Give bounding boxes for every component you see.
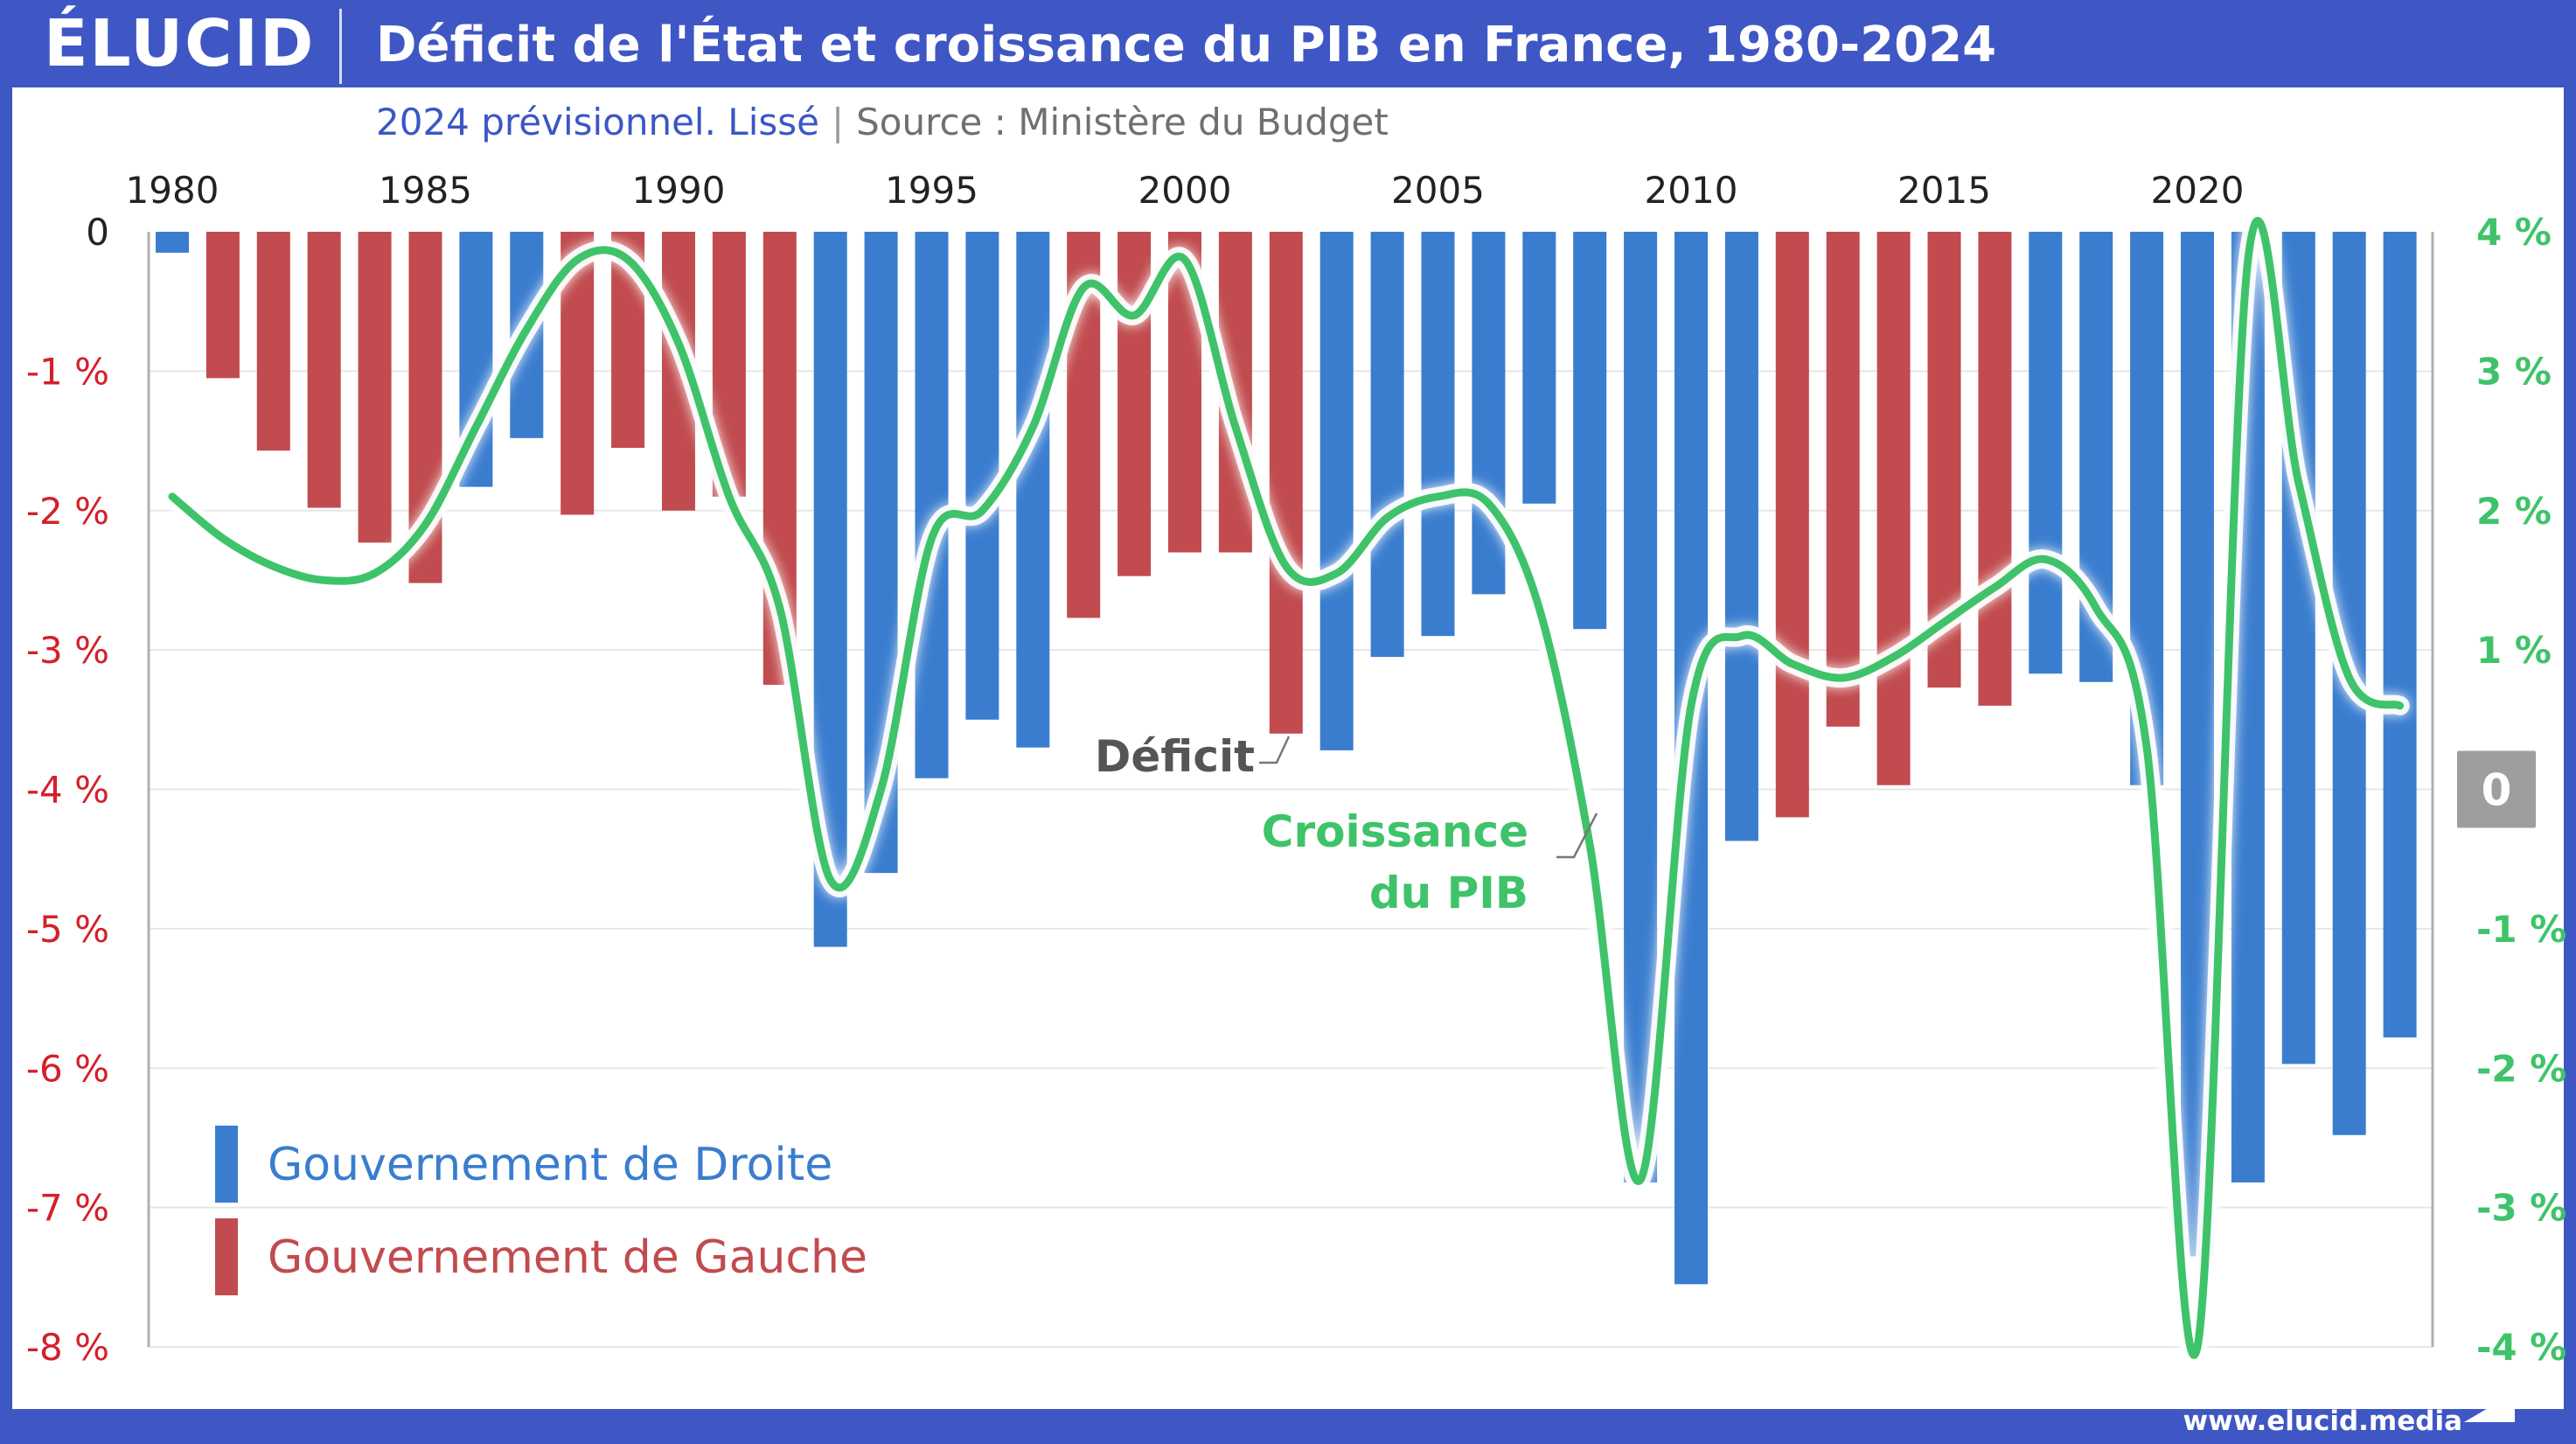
- deficit-bar: [1978, 232, 2012, 706]
- x-tick-label: 2005: [1391, 169, 1485, 212]
- x-tick-label: 2015: [1897, 169, 1991, 212]
- x-tick-label: 2010: [1645, 169, 1738, 212]
- y-left-tick-label: -6 %: [26, 1047, 109, 1090]
- footer-url[interactable]: www.elucid.media: [2183, 1406, 2462, 1437]
- legend-swatch-left-gov: [215, 1218, 238, 1295]
- x-axis-ticks: 1980 1985 1990 1995 2000 2005 2010 2015 2020: [126, 169, 2245, 212]
- y-axis-right-ticks: 4 % 3 % 2 % 1 % -1 % -2 % -3 % -4 %: [2476, 211, 2566, 1369]
- deficit-bar: [1016, 232, 1050, 748]
- growth-label-line1: Croissance: [1262, 806, 1528, 857]
- elucid-mark-icon: [2464, 1392, 2515, 1422]
- header-bar: ÉLUCID Déficit de l'État et croissance d…: [0, 0, 2576, 87]
- growth-label-leader: [1556, 813, 1598, 859]
- deficit-bar: [1522, 232, 1556, 504]
- y-left-tick-label: -3 %: [26, 629, 109, 672]
- deficit-label-leader: [1259, 736, 1291, 764]
- deficit-bar: [156, 232, 189, 253]
- subtitle-source: Source : Ministère du Budget: [856, 101, 1389, 143]
- chart-title: Déficit de l'État et croissance du PIB e…: [376, 17, 1997, 73]
- deficit-bar: [1117, 232, 1152, 576]
- y-right-tick-label: 2 %: [2476, 490, 2552, 533]
- deficit-bar: [965, 232, 999, 720]
- y-left-tick-label: -4 %: [26, 769, 109, 812]
- deficit-bar: [2383, 232, 2417, 1038]
- y-left-tick-label: -5 %: [26, 908, 109, 951]
- y-left-tick-label: -1 %: [26, 350, 109, 393]
- subtitle-separator: |: [831, 101, 845, 143]
- chart-subtitle: 2024 prévisionnel. Lissé | Source : Minist…: [376, 96, 1389, 149]
- y-right-tick-label: -2 %: [2476, 1047, 2566, 1090]
- deficit-bar: [205, 232, 240, 379]
- deficit-bar: [1826, 232, 1860, 727]
- deficit-bar: [915, 232, 949, 778]
- y-right-tick-label: 1 %: [2476, 629, 2552, 672]
- y-right-tick-label: -4 %: [2476, 1326, 2566, 1369]
- deficit-bar: [1472, 232, 1506, 595]
- legend-label-left-gov: Gouvernement de Gauche: [268, 1231, 867, 1284]
- x-tick-label: 1990: [632, 169, 726, 212]
- deficit-bar: [1573, 232, 1607, 630]
- deficit-label: Déficit: [1095, 731, 1255, 782]
- x-tick-label: 2020: [2151, 169, 2245, 212]
- y-right-tick-label: 4 %: [2476, 211, 2552, 254]
- bar-layer: [156, 232, 2417, 1285]
- deficit-bar: [1370, 232, 1404, 658]
- deficit-bar: [2029, 232, 2063, 674]
- deficit-bar: [1269, 232, 1303, 734]
- zero-badge: [2457, 750, 2536, 828]
- deficit-bar: [256, 232, 290, 451]
- x-tick-label: 1985: [379, 169, 472, 212]
- y-left-tick-label: 0: [86, 211, 109, 254]
- deficit-bar: [358, 232, 392, 543]
- elucid-logo: ÉLUCID: [44, 6, 316, 81]
- legend-swatch-right-gov: [215, 1126, 238, 1203]
- deficit-bar: [1775, 232, 1809, 818]
- zero-badge-label: 0: [2482, 765, 2512, 816]
- deficit-bar: [1724, 232, 1758, 841]
- subtitle-note: 2024 prévisionnel. Lissé: [376, 101, 819, 143]
- y-right-tick-label: -3 %: [2476, 1187, 2566, 1230]
- header-divider: [339, 9, 342, 84]
- deficit-bar: [1876, 232, 1911, 785]
- y-left-tick-label: -2 %: [26, 490, 109, 533]
- deficit-bar: [307, 232, 341, 508]
- y-right-tick-label: 3 %: [2476, 350, 2552, 393]
- growth-line: [168, 217, 2405, 1359]
- deficit-bar: [1421, 232, 1455, 637]
- y-left-tick-label: -8 %: [26, 1326, 109, 1369]
- y-right-tick-label: -1 %: [2476, 908, 2566, 951]
- deficit-bar: [1319, 232, 1354, 750]
- legend-label-right-gov: Gouvernement de Droite: [268, 1139, 833, 1191]
- y-left-tick-label: -7 %: [26, 1187, 109, 1230]
- x-tick-label: 1980: [126, 169, 219, 212]
- y-axis-left-ticks: 0 -1 % -2 % -3 % -4 % -5 % -6 % -7 % -8 %: [26, 211, 109, 1369]
- growth-label-line2: du PIB: [1369, 868, 1528, 918]
- x-tick-label: 2000: [1138, 169, 1232, 212]
- x-tick-label: 1995: [885, 169, 978, 212]
